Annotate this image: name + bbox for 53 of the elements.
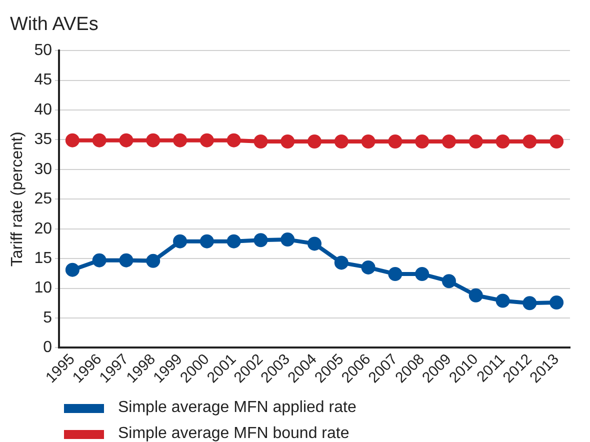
y-tick-label: 35 bbox=[34, 131, 52, 148]
y-tick-label: 10 bbox=[34, 280, 52, 297]
y-tick-label: 25 bbox=[34, 190, 52, 208]
point bbox=[92, 133, 106, 148]
legend-label: Simple average MFN bound rate bbox=[118, 425, 350, 442]
point bbox=[254, 134, 268, 149]
point bbox=[388, 267, 402, 281]
y-tick-label: 0 bbox=[43, 339, 52, 356]
point bbox=[119, 133, 134, 148]
legend-label: Simple average MFN applied rate bbox=[118, 399, 356, 417]
point bbox=[334, 134, 348, 149]
y-tick-label: 50 bbox=[34, 42, 52, 60]
point bbox=[92, 253, 106, 268]
y-tick-label: 5 bbox=[43, 309, 52, 326]
chart-title: With AVEs bbox=[10, 14, 98, 36]
point bbox=[550, 134, 564, 149]
point bbox=[200, 234, 214, 248]
point bbox=[388, 134, 402, 149]
point bbox=[415, 134, 430, 149]
point bbox=[522, 134, 537, 149]
point bbox=[65, 133, 80, 148]
point bbox=[308, 134, 322, 149]
point bbox=[415, 267, 430, 281]
point bbox=[442, 134, 456, 149]
point bbox=[496, 294, 510, 308]
point bbox=[361, 260, 376, 274]
point bbox=[468, 134, 483, 149]
y-tick-label: 30 bbox=[34, 160, 52, 178]
y-tick-label: 20 bbox=[34, 220, 52, 238]
point bbox=[146, 254, 160, 268]
y-axis-title: Tariff rate (percent) bbox=[9, 132, 26, 267]
point bbox=[468, 288, 483, 302]
point bbox=[173, 234, 188, 248]
point bbox=[442, 274, 456, 288]
point bbox=[334, 256, 348, 270]
point bbox=[280, 232, 295, 247]
point bbox=[308, 236, 322, 251]
point bbox=[173, 133, 188, 148]
point bbox=[254, 233, 268, 248]
point bbox=[280, 134, 295, 149]
point bbox=[226, 234, 241, 248]
point bbox=[65, 262, 80, 277]
point bbox=[496, 134, 510, 149]
point bbox=[119, 253, 134, 268]
point bbox=[550, 296, 564, 310]
y-tick-label: 15 bbox=[34, 250, 52, 267]
point bbox=[200, 133, 214, 148]
point bbox=[361, 134, 376, 149]
point bbox=[226, 133, 241, 148]
point bbox=[522, 296, 537, 310]
y-tick-label: 40 bbox=[34, 101, 52, 118]
point bbox=[146, 133, 160, 148]
y-tick-label: 45 bbox=[34, 72, 52, 89]
